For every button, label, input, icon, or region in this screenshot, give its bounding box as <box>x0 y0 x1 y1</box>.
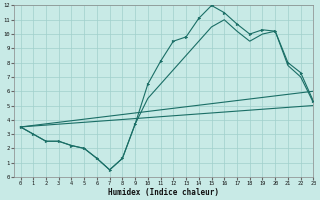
X-axis label: Humidex (Indice chaleur): Humidex (Indice chaleur) <box>108 188 219 197</box>
